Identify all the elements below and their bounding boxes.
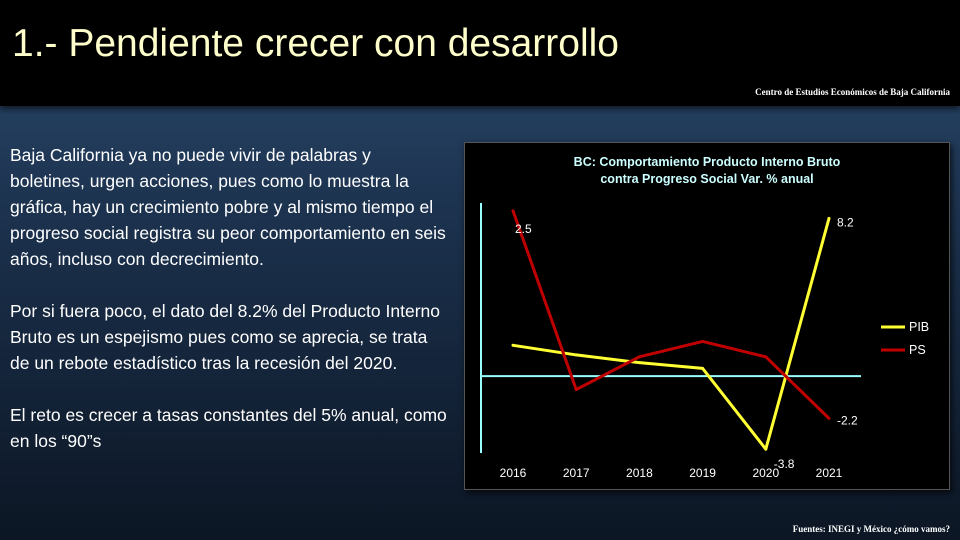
series-line-pib [512,217,831,451]
x-tick-label-2017: 2017 [563,466,590,480]
body-text: Baja California ya no puede vivir de pal… [10,142,450,480]
data-point-pib-2019 [701,366,705,370]
data-point-pib-2016 [511,343,515,347]
data-point-ps-2018 [637,355,641,359]
slide-title: 1.- Pendiente crecer con desarrollo [12,22,619,65]
data-label-pib-2021: 8.2 [837,215,854,229]
paragraph-2: Por si fuera poco, el dato del 8.2% del … [10,301,440,373]
legend-label-pib: PIB [909,320,929,334]
data-label-ps-2016: 2.5 [515,222,532,236]
data-point-pib-2017 [574,353,578,357]
data-point-ps-2019 [701,339,705,343]
paragraph-3: El reto es crecer a tasas constantes del… [10,405,447,451]
x-tick-label-2020: 2020 [752,466,779,480]
title-bar: 1.- Pendiente crecer con desarrollo Cent… [0,0,960,106]
data-point-ps-2021 [827,416,831,420]
paragraph-1: Baja California ya no puede vivir de pal… [10,145,446,269]
organization-label: Centro de Estudios Económicos de Baja Ca… [755,87,950,97]
data-point-pib-2018 [637,361,641,365]
x-tick-label-2019: 2019 [689,466,716,480]
data-point-ps-2020 [764,355,768,359]
data-point-ps-2017 [574,388,578,392]
chart-panel: BC: Comportamiento Producto Interno Brut… [464,142,950,490]
series-line-ps [511,210,831,420]
data-label-ps-2021: -2.2 [837,413,858,427]
data-point-ps-2016 [511,209,515,213]
line-chart: BC: Comportamiento Producto Interno Brut… [480,155,929,480]
source-note: Fuentes: INEGI y México ¿cómo vamos? [792,524,950,534]
data-point-pib-2021 [827,216,831,220]
legend-label-ps: PS [909,343,926,357]
chart-title-line-1: BC: Comportamiento Producto Interno Brut… [574,155,841,169]
data-point-pib-2020 [764,447,768,451]
data-label-pib-2020: -3.8 [774,457,795,471]
x-tick-label-2018: 2018 [626,466,653,480]
x-tick-label-2016: 2016 [500,466,527,480]
x-tick-label-2021: 2021 [816,466,843,480]
chart-title-line-2: contra Progreso Social Var. % anual [600,172,813,186]
